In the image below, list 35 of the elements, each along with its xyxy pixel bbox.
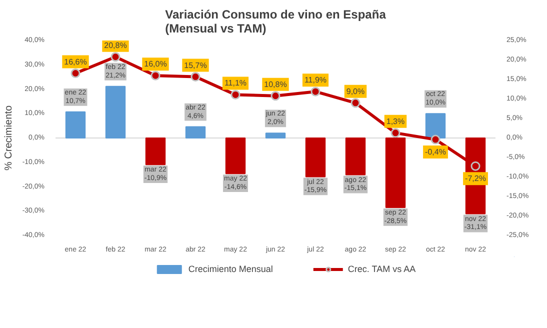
data-label: 1,3%	[386, 116, 405, 126]
chart-title: Variación Consumo de vino en España (Mensual vs TAM)	[165, 8, 386, 36]
point	[430, 134, 440, 144]
bar	[425, 113, 446, 138]
point	[310, 86, 320, 96]
point	[390, 128, 400, 138]
data-label: 9,0%	[346, 86, 365, 96]
data-label: 16,0%	[144, 60, 167, 69]
point	[470, 161, 480, 171]
y-axis-title: % Crecimiento	[3, 105, 14, 171]
data-label: 15,7%	[184, 60, 207, 70]
point	[270, 91, 280, 101]
point	[70, 68, 80, 78]
data-label: 20,8%	[104, 40, 127, 50]
point	[350, 98, 360, 108]
bar	[185, 126, 206, 138]
bar	[345, 138, 366, 176]
point	[190, 72, 200, 82]
data-label: -0,4%	[425, 148, 446, 157]
bar	[105, 86, 126, 138]
bar	[265, 132, 286, 138]
data-label: 10,8%	[264, 80, 287, 89]
bar	[145, 138, 166, 166]
legend-label: Crecimiento Mensual	[188, 264, 273, 274]
data-label: 11,1%	[224, 78, 247, 88]
legend-label: Crec. TAM vs AA	[348, 264, 416, 274]
point	[150, 70, 160, 80]
point	[110, 52, 120, 62]
bar	[305, 138, 326, 178]
data-label: 16,6%	[64, 57, 87, 66]
bar	[65, 111, 86, 138]
point	[230, 90, 240, 100]
data-label: -7,2%	[465, 174, 486, 184]
data-label: 11,9%	[304, 76, 327, 85]
bar	[225, 138, 246, 174]
